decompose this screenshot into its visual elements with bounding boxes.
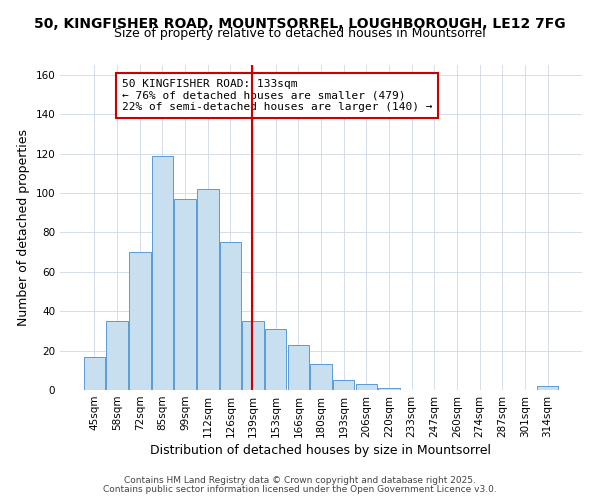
Y-axis label: Number of detached properties: Number of detached properties <box>17 129 30 326</box>
Bar <box>537 386 558 390</box>
Bar <box>175 199 196 390</box>
Bar <box>310 364 332 390</box>
Text: 50, KINGFISHER ROAD, MOUNTSORREL, LOUGHBOROUGH, LE12 7FG: 50, KINGFISHER ROAD, MOUNTSORREL, LOUGHB… <box>34 18 566 32</box>
Bar <box>220 242 241 390</box>
Bar <box>356 384 377 390</box>
Text: 50 KINGFISHER ROAD: 133sqm
← 76% of detached houses are smaller (479)
22% of sem: 50 KINGFISHER ROAD: 133sqm ← 76% of deta… <box>122 79 432 112</box>
Text: Size of property relative to detached houses in Mountsorrel: Size of property relative to detached ho… <box>114 28 486 40</box>
Bar <box>333 380 355 390</box>
Bar <box>378 388 400 390</box>
Bar <box>242 321 264 390</box>
Bar <box>129 252 151 390</box>
Bar <box>265 329 286 390</box>
Bar <box>84 356 105 390</box>
Bar <box>197 189 218 390</box>
Bar <box>152 156 173 390</box>
Text: Contains HM Land Registry data © Crown copyright and database right 2025.: Contains HM Land Registry data © Crown c… <box>124 476 476 485</box>
Text: Contains public sector information licensed under the Open Government Licence v3: Contains public sector information licen… <box>103 485 497 494</box>
Bar <box>287 344 309 390</box>
Bar <box>106 321 128 390</box>
X-axis label: Distribution of detached houses by size in Mountsorrel: Distribution of detached houses by size … <box>151 444 491 457</box>
